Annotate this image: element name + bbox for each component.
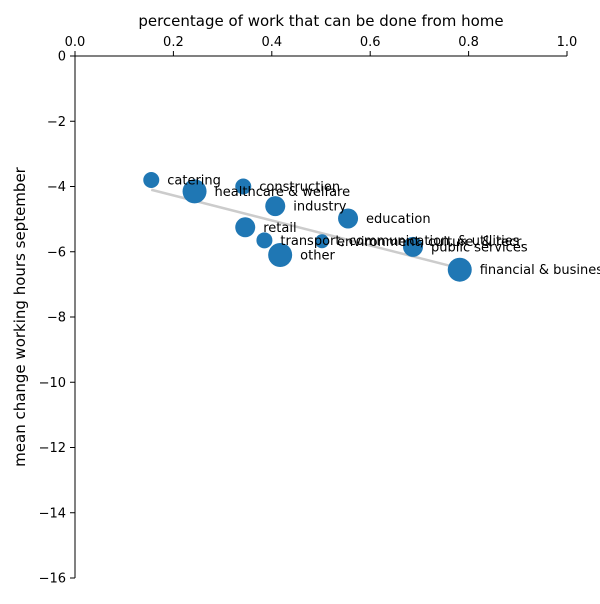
data-point-label: education <box>366 212 431 227</box>
data-point-label: other <box>300 249 335 264</box>
x-axis-title: percentage of work that can be done from… <box>138 12 503 30</box>
y-tick-label: −12 <box>39 441 66 456</box>
y-tick-label: 0 <box>58 50 66 65</box>
data-point <box>265 196 286 217</box>
y-axis-title: mean change working hours september <box>11 166 29 467</box>
y-tick-label: −8 <box>47 311 66 326</box>
x-tick-label: 0.2 <box>163 35 184 50</box>
data-point <box>182 179 207 204</box>
data-point <box>143 171 160 188</box>
data-point-label: retail <box>263 221 296 236</box>
data-point-label: construction <box>259 180 340 195</box>
data-point <box>338 208 359 229</box>
data-point-label: transport, communication, & utilities <box>280 234 519 249</box>
data-point-label: industry <box>293 200 347 215</box>
data-point-label: public services <box>431 240 528 255</box>
x-tick-label: 0.8 <box>458 35 479 50</box>
y-tick-label: −14 <box>39 506 66 521</box>
data-point-label: healthcare & welfare <box>215 185 351 200</box>
x-tick-label: 0.4 <box>261 35 282 50</box>
y-tick-label: −16 <box>39 572 66 587</box>
data-point-label: financial & business services <box>480 263 600 278</box>
data-point <box>268 243 293 268</box>
data-point <box>256 232 273 249</box>
data-point-label: catering <box>167 173 221 188</box>
data-point <box>235 217 256 238</box>
axes: 0.0 0.2 0.4 0.6 0.8 1.0 0 −2 −4 −6 −8 −10 −12 −14 −16… <box>11 12 577 587</box>
y-tick-label: −4 <box>47 180 66 195</box>
y-tick-label: −6 <box>47 245 66 260</box>
data-point <box>235 178 252 195</box>
y-tick-label: −2 <box>47 115 66 130</box>
x-tick-label: 1.0 <box>557 35 578 50</box>
markers <box>143 171 472 282</box>
x-ticks: 0.0 0.2 0.4 0.6 0.8 1.0 <box>65 35 578 56</box>
x-tick-label: 0.0 <box>65 35 86 50</box>
data-point <box>403 236 424 257</box>
data-point <box>447 257 472 282</box>
data-point <box>314 234 329 249</box>
x-tick-label: 0.6 <box>360 35 381 50</box>
data-point-label: environment, culture, & recr. <box>337 235 524 250</box>
y-ticks: 0 −2 −4 −6 −8 −10 −12 −14 −16 <box>39 50 75 587</box>
y-tick-label: −10 <box>39 376 66 391</box>
